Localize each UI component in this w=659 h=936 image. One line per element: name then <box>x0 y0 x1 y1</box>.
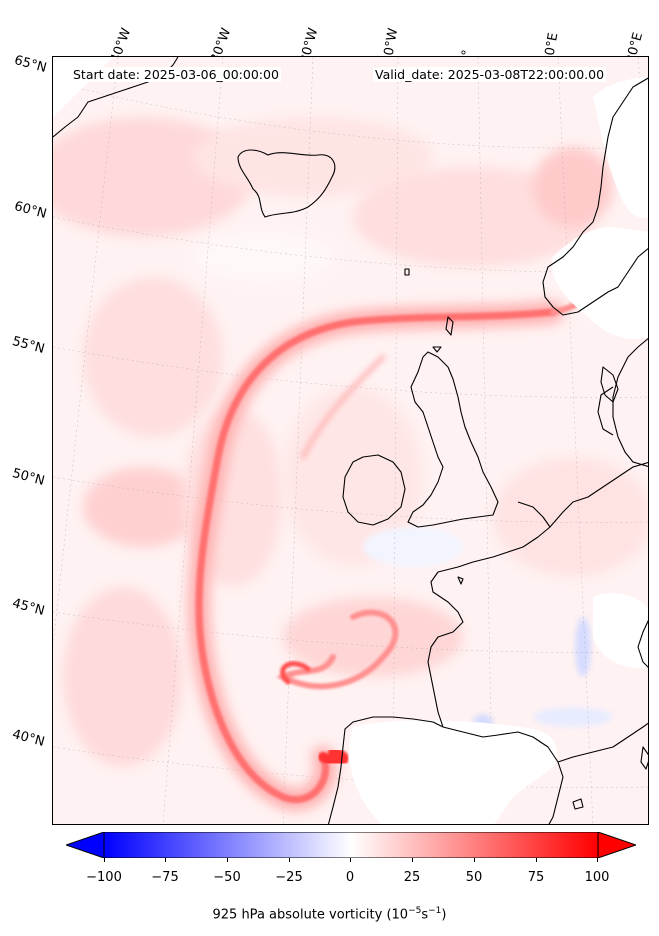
vorticity-filament <box>187 264 616 811</box>
cb-tick-label: 50 <box>465 870 483 885</box>
cb-tick-label: −25 <box>275 870 303 885</box>
cb-tickmark <box>597 858 598 862</box>
cb-tickmark <box>350 858 351 862</box>
cb-tick-label: −100 <box>86 870 122 885</box>
cb-tickmark <box>227 858 228 862</box>
cb-tickmark <box>536 858 537 862</box>
lat-label-50n: 50°N <box>10 466 47 489</box>
lat-label-60n: 60°N <box>12 199 49 222</box>
lat-label-65n: 65°N <box>12 53 49 76</box>
iceland-coast <box>237 149 336 218</box>
cb-tick-label: −50 <box>213 870 241 885</box>
cb-tick-label: −75 <box>151 870 179 885</box>
colorbar <box>66 832 636 858</box>
vorticity-field <box>53 117 648 767</box>
lat-label-45n: 45°N <box>10 596 47 619</box>
norway-coast <box>542 77 648 316</box>
great-britain-coast <box>407 351 499 528</box>
valid-date-label: Valid_date: 2025-03-08T22:00:00.00 <box>373 67 607 82</box>
colorbar-extend-high <box>597 832 636 858</box>
cb-tick-label: 100 <box>584 870 610 885</box>
iberia-coast <box>327 716 444 824</box>
cb-tick-label: 25 <box>403 870 421 885</box>
cb-tickmark <box>474 858 475 862</box>
cb-tickmark <box>289 858 290 862</box>
colorbar-extend-low <box>66 832 105 858</box>
cb-tick-label: 75 <box>527 870 545 885</box>
colorbar-gradient <box>103 832 599 858</box>
cb-tickmark <box>104 858 105 862</box>
lat-label-40n: 40°N <box>10 727 47 750</box>
coastlines <box>53 57 648 824</box>
land-mask <box>53 57 648 824</box>
ireland-coast <box>342 454 406 526</box>
vorticity-map: Start date: 2025-03-06_00:00:00 Valid_da… <box>52 56 649 825</box>
lat-label-55n: 55°N <box>10 334 47 357</box>
cb-tick-label: 0 <box>345 870 355 885</box>
start-date-label: Start date: 2025-03-06_00:00:00 <box>71 67 281 82</box>
map-canvas <box>53 57 648 824</box>
colorbar-label: 925 hPa absolute vorticity (10−5s−1) <box>212 906 447 923</box>
graticule <box>53 57 648 824</box>
france-coast <box>427 501 551 728</box>
cb-tickmark <box>165 858 166 862</box>
cb-tickmark <box>412 858 413 862</box>
